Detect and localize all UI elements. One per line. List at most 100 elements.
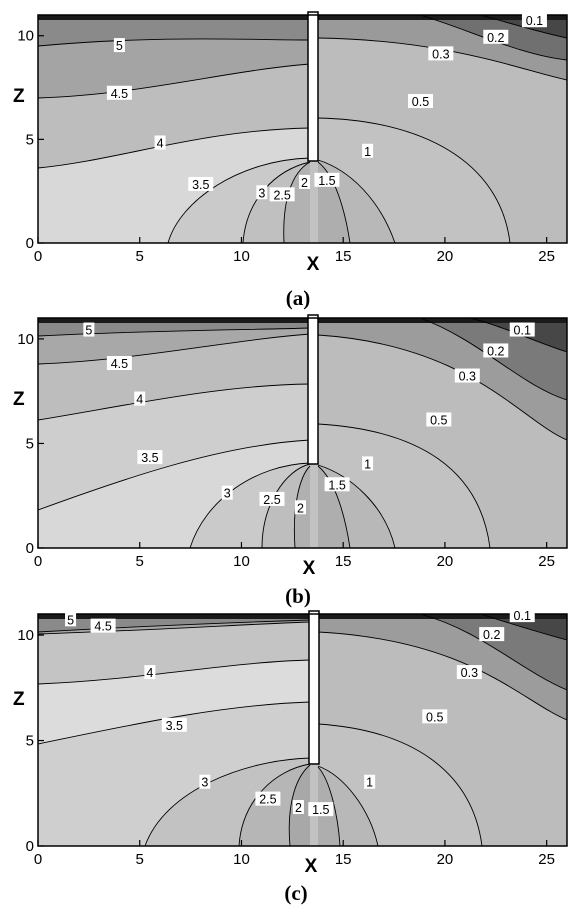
x-tick-label: 20: [437, 851, 454, 868]
y-axis-label-b: Z: [13, 389, 25, 410]
contour-lines-c: [38, 614, 567, 846]
contour-label-bg: [428, 46, 454, 61]
contour-label: 0.3: [461, 666, 478, 680]
contour-label: 1.5: [312, 803, 329, 817]
contour-label-bg: [521, 13, 547, 28]
y-tick-label: 0: [26, 540, 34, 557]
y-axis-label-a: Z: [13, 86, 25, 107]
x-tick-label: 5: [136, 851, 144, 868]
contour-label-bg: [314, 172, 340, 187]
x-tick-label: 10: [233, 553, 250, 570]
x-tick-label: 0: [34, 248, 42, 265]
contour-label: 4: [136, 393, 143, 407]
contour-label: 0.5: [430, 413, 447, 427]
x-tick-label: 0: [34, 851, 42, 868]
contour-label: 2.5: [259, 793, 276, 807]
contour-labels-c: 5 4.5 4 3.5 3 2.5 2 1.5 1 0.5 0.3 0.2 0.1: [65, 608, 535, 817]
x-tick-label: 15: [335, 851, 352, 868]
y-tick-label: 10: [17, 331, 34, 348]
contour-label: 5: [116, 39, 123, 53]
contour-label: 2.5: [273, 188, 290, 202]
contour-label: 4.5: [111, 357, 128, 371]
contour-label: 0.2: [487, 344, 504, 358]
contour-label: 3.5: [166, 719, 183, 733]
contour-label-bg: [308, 802, 334, 817]
contour-label: 4.5: [111, 87, 128, 101]
x-ticks-b: 0 5 10 15 20 25: [34, 542, 555, 570]
contour-label-bg: [408, 94, 434, 109]
contour-label: 2.5: [263, 493, 280, 507]
y-tick-label: 5: [26, 131, 34, 148]
contour-label: 5: [85, 324, 92, 338]
panel-c: 5 4.5 4 3.5 3 2.5 2 1.5 1 0.5 0.3 0.2 0.1 0 5 10 15 20 25…: [13, 608, 568, 905]
contour-label: 0.2: [483, 628, 500, 642]
caption-c: (c): [284, 881, 307, 905]
contour-label-bg: [113, 38, 125, 53]
contour-label: 1: [366, 776, 373, 790]
contour-label-bg: [454, 368, 480, 383]
y-axis-label-c: Z: [13, 689, 25, 710]
x-axis-label-c: X: [305, 856, 318, 877]
contour-label: 0.3: [432, 47, 449, 61]
x-tick-label: 20: [437, 248, 454, 265]
caption-b: (b): [285, 584, 311, 608]
x-tick-label: 20: [437, 553, 454, 570]
contour-label-bg: [134, 391, 146, 406]
y-ticks-a: 0 5 10: [17, 28, 44, 252]
contour-label: 3: [224, 487, 231, 501]
pipe-c: [308, 610, 320, 765]
y-tick-label: 0: [26, 838, 34, 855]
caption-a: (a): [286, 286, 311, 310]
panel-b: 5 4.5 4 3.5 3 2.5 2 1.5 1 0.5 0.3 0.2 0.1 0 5 10 15 20 25…: [13, 314, 568, 608]
contour-label-bg: [255, 791, 281, 806]
contour-label-bg: [299, 174, 311, 189]
contour-label: 1: [364, 457, 371, 471]
contour-label-bg: [362, 456, 374, 471]
contour-label-bg: [269, 187, 295, 202]
x-tick-label: 5: [136, 248, 144, 265]
contour-label-bg: [362, 143, 374, 158]
contour-label-bg: [154, 135, 166, 150]
contour-label-bg: [422, 709, 448, 724]
contour-label: 0.1: [526, 14, 543, 28]
contour-label: 0.1: [514, 609, 531, 623]
contour-label: 2: [295, 801, 302, 815]
y-tick-label: 10: [17, 627, 34, 644]
y-ticks-c: 0 5 10: [17, 627, 44, 855]
contour-label-bg: [426, 412, 452, 427]
contour-label-bg: [364, 774, 376, 789]
x-tick-label: 5: [136, 553, 144, 570]
x-tick-label: 10: [233, 248, 250, 265]
contour-label-bg: [106, 356, 132, 370]
x-ticks-a: 0 5 10 15 20 25: [34, 237, 555, 265]
panel-a: 5 4.5 4 3.5 3 2.5 2 1.5 1 0.5 0.3 0.2 0.1 0 5 10 15 20 25…: [13, 11, 568, 310]
contour-labels-a: 5 4.5 4 3.5 3 2.5 2 1.5 1 0.5 0.3 0.2 0.1: [106, 13, 547, 202]
contour-label-bg: [65, 612, 77, 627]
pipe-a: [307, 11, 319, 162]
contour-label: 1.5: [318, 174, 335, 188]
contour-label: 0.2: [487, 31, 504, 45]
x-tick-label: 25: [538, 851, 555, 868]
contour-label-bg: [456, 665, 482, 680]
x-tick-label: 0: [34, 553, 42, 570]
plot-frame-c: [37, 613, 568, 847]
contour-label: 3: [201, 776, 208, 790]
y-tick-label: 10: [17, 28, 34, 45]
contour-label: 0.5: [412, 95, 429, 109]
contour-labels-b: 5 4.5 4 3.5 3 2.5 2 1.5 1 0.5 0.3 0.2 0.1: [83, 322, 535, 515]
y-ticks-b: 0 5 10: [17, 331, 44, 557]
x-tick-label: 25: [538, 248, 555, 265]
contour-label-bg: [106, 85, 132, 100]
contour-label-bg: [483, 343, 509, 358]
contour-label: 3: [258, 186, 265, 200]
contour-label-bg: [259, 491, 285, 506]
x-axis-label-b: X: [303, 558, 316, 579]
contour-label: 3.5: [192, 178, 209, 192]
contour-label: 1.5: [328, 478, 345, 492]
contour-label: 0.1: [514, 324, 531, 338]
pipe-b: [307, 314, 319, 465]
contour-label-bg: [90, 618, 116, 633]
x-tick-label: 15: [335, 553, 352, 570]
contour-label-bg: [479, 627, 505, 642]
